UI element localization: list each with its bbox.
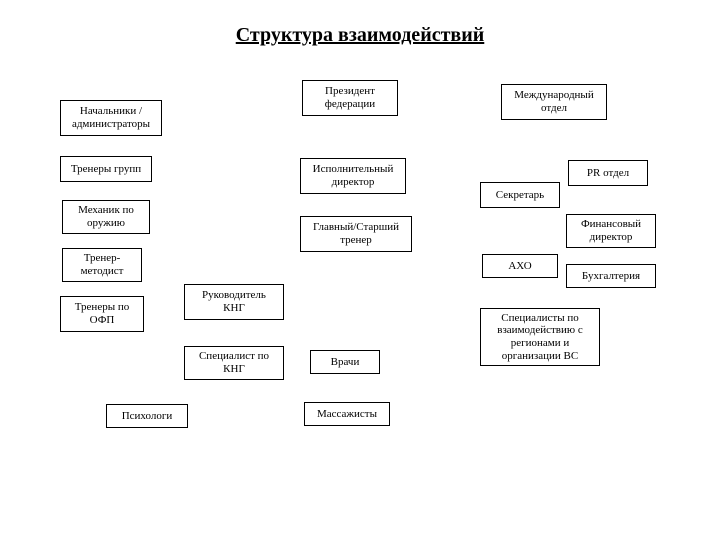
node-kng-spec: Специалист поКНГ: [184, 346, 284, 380]
node-president: Президентфедерации: [302, 80, 398, 116]
node-coaches-groups: Тренеры групп: [60, 156, 152, 182]
node-aho: АХО: [482, 254, 558, 278]
node-admins: Начальники /администраторы: [60, 100, 162, 136]
node-ofp: Тренеры поОФП: [60, 296, 144, 332]
node-fin-dir: Финансовыйдиректор: [566, 214, 656, 248]
node-accounting: Бухгалтерия: [566, 264, 656, 288]
node-head-coach: Главный/Старшийтренер: [300, 216, 412, 252]
node-gunsmith: Механик пооружию: [62, 200, 150, 234]
node-exec-dir: Исполнительныйдиректор: [300, 158, 406, 194]
node-kng-head: РуководительКНГ: [184, 284, 284, 320]
node-pr: PR отдел: [568, 160, 648, 186]
node-masseurs: Массажисты: [304, 402, 390, 426]
node-psychologists: Психологи: [106, 404, 188, 428]
node-secretary: Секретарь: [480, 182, 560, 208]
diagram-title: Структура взаимодействий: [0, 24, 720, 47]
node-methodist: Тренер-методист: [62, 248, 142, 282]
node-intl: Международныйотдел: [501, 84, 607, 120]
node-doctors: Врачи: [310, 350, 380, 374]
node-regional: Специалисты повзаимодействию срегионами …: [480, 308, 600, 366]
